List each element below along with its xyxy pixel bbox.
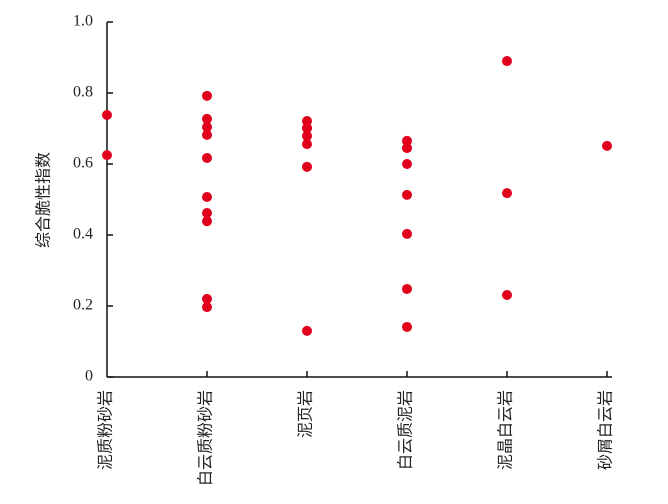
point	[102, 150, 112, 161]
point	[202, 302, 212, 313]
point	[402, 189, 412, 200]
y-tick-label: 0.2	[73, 297, 93, 314]
x-tick-label: 泥质粉砂岩	[97, 390, 115, 470]
point	[502, 289, 512, 300]
x-tick-label: 泥晶白云岩	[497, 390, 515, 470]
point	[202, 192, 212, 203]
point	[202, 90, 212, 101]
point	[302, 116, 312, 127]
point	[202, 216, 212, 227]
point	[202, 293, 212, 304]
y-axis-label: 综合脆性指数	[35, 152, 53, 248]
point	[402, 159, 412, 169]
point	[202, 113, 212, 124]
x-tick-label: 泥页岩	[297, 390, 315, 438]
point	[402, 228, 412, 239]
x-tick-label: 砂屑白云岩	[597, 390, 615, 470]
point	[402, 135, 412, 146]
point	[402, 321, 412, 332]
y-tick-label: 0.6	[73, 155, 93, 172]
point	[302, 139, 312, 150]
point	[202, 122, 212, 133]
point	[502, 188, 512, 199]
point	[302, 130, 312, 141]
y-tick-label: 0.4	[73, 226, 93, 243]
point	[302, 161, 312, 172]
y-tick-label: 0.8	[73, 84, 93, 101]
point	[302, 123, 312, 134]
point	[202, 129, 212, 140]
point	[202, 152, 212, 163]
x-tick-label: 白云质泥岩	[397, 390, 415, 470]
point	[402, 143, 412, 154]
y-tick-label: 0	[85, 368, 93, 385]
point	[302, 325, 312, 336]
x-tick-label: 白云质粉砂岩	[197, 390, 215, 486]
y-tick-label: 1.0	[73, 13, 93, 30]
point	[402, 283, 412, 294]
point	[602, 140, 612, 151]
point	[102, 110, 112, 121]
point	[202, 207, 212, 218]
point	[502, 56, 512, 67]
